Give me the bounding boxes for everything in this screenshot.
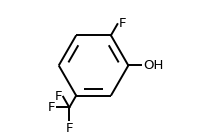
Text: F: F <box>119 17 127 30</box>
Text: F: F <box>48 101 55 114</box>
Text: F: F <box>66 122 73 135</box>
Text: OH: OH <box>143 59 163 72</box>
Text: F: F <box>54 90 62 103</box>
